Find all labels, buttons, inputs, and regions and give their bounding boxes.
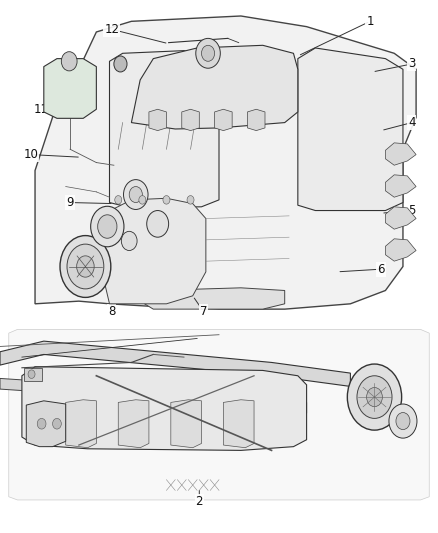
Circle shape bbox=[67, 244, 104, 289]
Polygon shape bbox=[247, 109, 265, 131]
Polygon shape bbox=[101, 198, 206, 304]
Text: 1: 1 bbox=[366, 15, 374, 28]
Polygon shape bbox=[35, 16, 416, 309]
Circle shape bbox=[163, 196, 170, 204]
Circle shape bbox=[357, 376, 392, 418]
Polygon shape bbox=[171, 400, 201, 448]
Polygon shape bbox=[44, 59, 96, 118]
Text: 9: 9 bbox=[66, 196, 74, 209]
Text: 12: 12 bbox=[104, 23, 119, 36]
Text: 10: 10 bbox=[23, 148, 38, 161]
Text: 4: 4 bbox=[408, 116, 416, 129]
Circle shape bbox=[139, 196, 146, 204]
Circle shape bbox=[37, 418, 46, 429]
Circle shape bbox=[187, 196, 194, 204]
Circle shape bbox=[53, 418, 61, 429]
Polygon shape bbox=[385, 239, 416, 261]
Circle shape bbox=[121, 231, 137, 251]
Text: 11: 11 bbox=[34, 103, 49, 116]
Circle shape bbox=[60, 236, 111, 297]
Polygon shape bbox=[385, 207, 416, 229]
Circle shape bbox=[367, 387, 382, 407]
Circle shape bbox=[129, 187, 142, 203]
Circle shape bbox=[147, 211, 169, 237]
Polygon shape bbox=[110, 51, 219, 208]
Circle shape bbox=[98, 215, 117, 238]
Circle shape bbox=[389, 404, 417, 438]
Polygon shape bbox=[182, 109, 199, 131]
Circle shape bbox=[347, 364, 402, 430]
Polygon shape bbox=[9, 329, 429, 500]
Text: 7: 7 bbox=[200, 305, 208, 318]
Text: 6: 6 bbox=[377, 263, 385, 276]
Polygon shape bbox=[0, 341, 350, 386]
Polygon shape bbox=[66, 400, 96, 448]
Circle shape bbox=[196, 38, 220, 68]
Text: 2: 2 bbox=[195, 495, 203, 507]
FancyBboxPatch shape bbox=[24, 368, 42, 381]
Polygon shape bbox=[145, 288, 285, 309]
Circle shape bbox=[124, 180, 148, 209]
Circle shape bbox=[115, 196, 122, 204]
Polygon shape bbox=[131, 45, 298, 129]
Polygon shape bbox=[298, 48, 403, 211]
Text: 1: 1 bbox=[86, 377, 94, 390]
Circle shape bbox=[61, 52, 77, 71]
Polygon shape bbox=[385, 143, 416, 165]
Polygon shape bbox=[215, 109, 232, 131]
Circle shape bbox=[91, 206, 124, 247]
Circle shape bbox=[201, 45, 215, 61]
Polygon shape bbox=[385, 175, 416, 197]
Circle shape bbox=[114, 56, 127, 72]
Polygon shape bbox=[0, 378, 307, 413]
Circle shape bbox=[396, 413, 410, 430]
Polygon shape bbox=[223, 400, 254, 448]
Circle shape bbox=[77, 256, 94, 277]
Polygon shape bbox=[26, 401, 66, 447]
Polygon shape bbox=[118, 400, 149, 448]
Text: 5: 5 bbox=[408, 204, 415, 217]
Circle shape bbox=[28, 370, 35, 378]
Text: 3: 3 bbox=[408, 58, 415, 70]
Polygon shape bbox=[22, 367, 307, 450]
Text: 8: 8 bbox=[108, 305, 115, 318]
Polygon shape bbox=[149, 109, 166, 131]
